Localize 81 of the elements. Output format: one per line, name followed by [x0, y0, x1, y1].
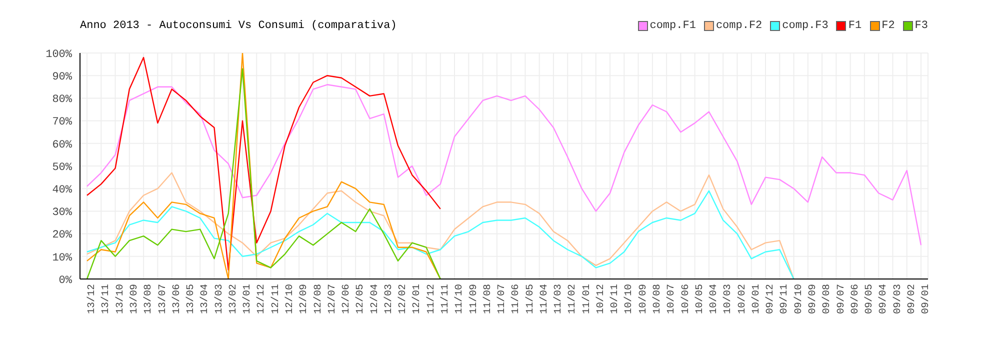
x-tick-label: 09/10: [792, 284, 805, 314]
y-tick-label: 0%: [58, 274, 72, 287]
line-series: [86, 172, 794, 279]
x-tick-label: 12/04: [368, 284, 381, 314]
x-tick-label: 11/11: [439, 284, 452, 314]
x-tick-label: 13/09: [128, 284, 141, 314]
x-tick-label: 13/07: [156, 284, 169, 314]
y-tick-label: 40%: [52, 184, 72, 197]
x-tick-label: 11/10: [454, 284, 466, 314]
x-tick-label: 12/06: [340, 284, 353, 314]
y-tick-label: 90%: [52, 72, 72, 84]
x-tick-label: 10/10: [623, 284, 636, 314]
x-tick-label: 09/04: [878, 284, 890, 314]
line-series: [86, 190, 794, 279]
x-tick-label: 13/05: [185, 284, 198, 314]
x-tick-label: 12/01: [411, 284, 424, 314]
y-tick-label: 50%: [52, 162, 72, 174]
x-tick-label: 13/08: [142, 284, 155, 314]
x-tick-label: 10/06: [680, 284, 692, 314]
x-tick-label: 09/07: [835, 284, 848, 314]
x-tick-label: 12/09: [298, 284, 310, 314]
x-tick-label: 13/06: [170, 284, 183, 314]
x-tick-label: 09/08: [821, 284, 834, 314]
legend-label: F2: [880, 20, 895, 32]
y-tick-label: 60%: [52, 139, 72, 152]
y-tick-label: 100%: [46, 48, 72, 61]
x-tick-label: 10/08: [652, 284, 664, 314]
x-tick-label: 12/05: [354, 284, 367, 314]
x-tick-label: 11/09: [468, 284, 480, 314]
legend-label: F3: [914, 20, 928, 32]
x-tick-label: 11/07: [496, 284, 508, 314]
line-series: [86, 84, 922, 246]
x-tick-label: 11/01: [580, 284, 593, 314]
x-tick-label: 09/06: [849, 284, 862, 314]
x-tick-label: 12/11: [270, 284, 282, 314]
legend-label: comp.F2: [714, 20, 762, 32]
x-tick-label: 13/01: [242, 284, 254, 314]
x-tick-label: 11/12: [425, 284, 438, 314]
x-tick-label: 10/05: [694, 284, 706, 314]
x-tick-label: 12/07: [326, 284, 338, 314]
x-tick-label: 12/02: [397, 284, 410, 314]
x-tick-label: 13/03: [213, 284, 226, 314]
x-tick-label: 11/06: [510, 284, 522, 314]
x-tick-label: 10/01: [750, 284, 762, 314]
x-tick-label: 09/01: [920, 284, 932, 314]
x-tick-label: 10/03: [722, 284, 734, 314]
x-tick-label: 12/03: [382, 284, 395, 314]
y-tick-label: 30%: [52, 207, 72, 220]
y-tick-label: 10%: [52, 252, 72, 264]
x-tick-label: 09/02: [906, 284, 918, 314]
x-tick-label: 11/04: [538, 284, 550, 314]
legend-label: comp.F3: [781, 20, 828, 32]
x-tick-label: 09/12: [764, 284, 777, 314]
x-tick-label: 09/03: [892, 284, 904, 314]
x-tick-label: 13/04: [199, 284, 212, 314]
x-tick-label: 11/08: [482, 284, 494, 314]
x-tick-label: 10/07: [666, 284, 678, 314]
x-tick-label: 10/09: [637, 284, 650, 314]
x-tick-label: 09/09: [807, 284, 820, 314]
y-tick-label: 70%: [52, 116, 72, 129]
x-tick-label: 10/02: [736, 284, 748, 314]
x-tick-label: 13/11: [100, 284, 112, 314]
x-tick-label: 13/12: [86, 284, 98, 314]
chart-title: Anno 2013 - Autoconsumi Vs Consumi (comparativa): [80, 20, 397, 32]
x-tick-label: 13/10: [114, 284, 126, 314]
x-tick-label: 11/02: [566, 284, 579, 314]
x-tick-label: 13/02: [227, 284, 240, 314]
x-tick-label: 09/05: [864, 284, 876, 314]
y-tick-label: 20%: [52, 230, 72, 242]
x-tick-label: 12/12: [256, 284, 268, 314]
x-tick-label: 10/12: [594, 284, 607, 314]
y-tick-label: 80%: [52, 94, 72, 106]
x-tick-label: 10/11: [609, 284, 622, 314]
x-tick-label: 11/05: [524, 284, 536, 314]
legend-label: comp.F1: [648, 20, 696, 32]
x-tick-label: 12/08: [312, 284, 324, 314]
x-tick-label: 11/03: [552, 284, 565, 314]
legend-label: F1: [847, 20, 862, 32]
x-tick-label: 10/04: [708, 284, 720, 314]
x-tick-label: 09/11: [778, 284, 791, 314]
x-tick-label: 12/10: [284, 284, 296, 314]
